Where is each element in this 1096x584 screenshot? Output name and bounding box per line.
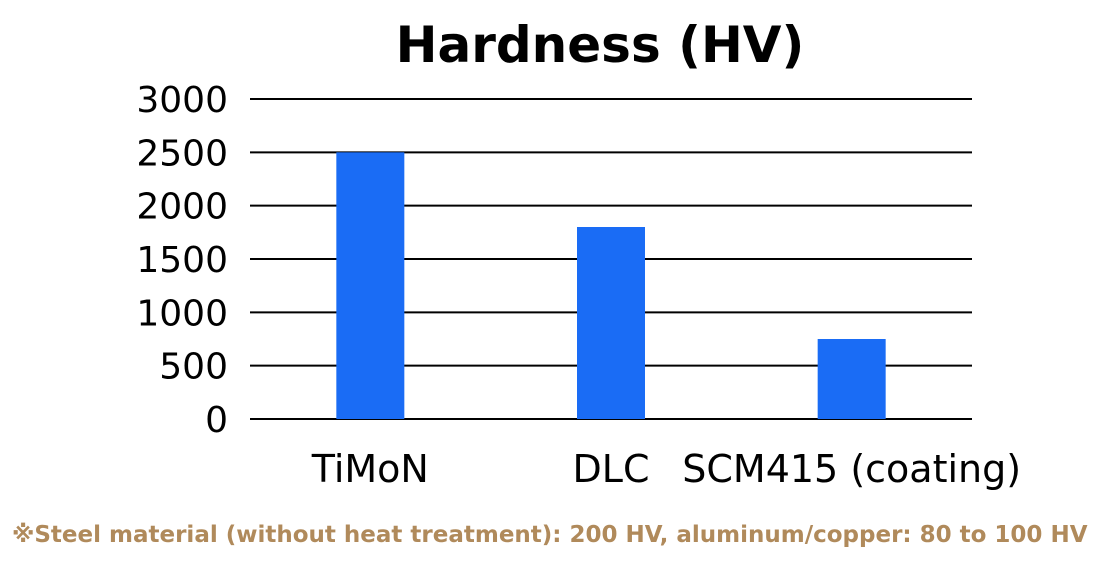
x-tick-label: SCM415 (coating) (682, 447, 1021, 491)
y-tick-label: 3000 (136, 80, 228, 121)
chart-canvas: Hardness (HV) 0 500 1000 1500 2000 2500 3000 T… (136, 16, 1021, 491)
y-tick-label: 1500 (136, 240, 228, 281)
bar (336, 152, 405, 420)
y-tick-label: 500 (159, 347, 228, 388)
y-tick-label: 2000 (136, 187, 228, 228)
x-axis-ticks: TiMoN DLC SCM415 (coating) (311, 447, 1021, 491)
x-tick-label: TiMoN (311, 447, 429, 491)
chart-title: Hardness (HV) (396, 16, 805, 74)
y-tick-label: 1000 (136, 293, 228, 334)
y-tick-label: 2500 (136, 133, 228, 174)
bars (336, 152, 886, 420)
y-axis-ticks: 0 500 1000 1500 2000 2500 3000 (136, 80, 228, 441)
y-tick-label: 0 (205, 400, 228, 441)
x-tick-label: DLC (573, 447, 650, 491)
footnote: ※Steel material (without heat treatment)… (12, 522, 1088, 548)
bar (577, 227, 645, 419)
bar (817, 339, 886, 419)
